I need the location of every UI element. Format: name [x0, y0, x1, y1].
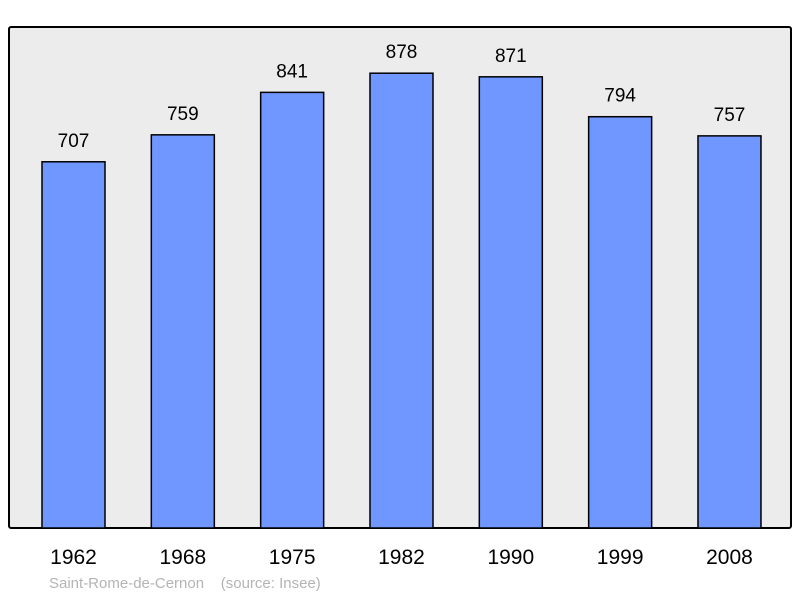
bar-1982 — [369, 72, 434, 529]
chart-caption: Saint-Rome-de-Cernon (source: Insee) — [49, 575, 321, 592]
data-label-1962: 707 — [58, 131, 90, 152]
bar-2008 — [697, 135, 762, 529]
bar-1962 — [41, 161, 106, 529]
data-label-1982: 878 — [386, 42, 418, 63]
x-tick-label-1982: 1982 — [378, 546, 425, 569]
x-tick-label-1962: 1962 — [50, 546, 97, 569]
data-label-1990: 871 — [495, 46, 527, 67]
data-label-1975: 841 — [276, 61, 308, 82]
data-label-1968: 759 — [167, 104, 199, 125]
bar-1990 — [478, 76, 544, 529]
bar-1975 — [259, 91, 325, 529]
x-tick-label-1990: 1990 — [487, 546, 534, 569]
caption-source: (source: Insee) — [220, 575, 321, 592]
caption-place: Saint-Rome-de-Cernon — [49, 575, 205, 592]
data-label-2008: 757 — [714, 105, 746, 126]
x-tick-label-2008: 2008 — [706, 546, 753, 569]
x-tick-label-1968: 1968 — [159, 546, 206, 569]
bar-1968 — [150, 134, 216, 529]
bar-1999 — [587, 115, 653, 529]
data-label-1999: 794 — [604, 86, 636, 107]
x-tick-label-1975: 1975 — [269, 546, 316, 569]
x-tick-label-1999: 1999 — [597, 546, 644, 569]
